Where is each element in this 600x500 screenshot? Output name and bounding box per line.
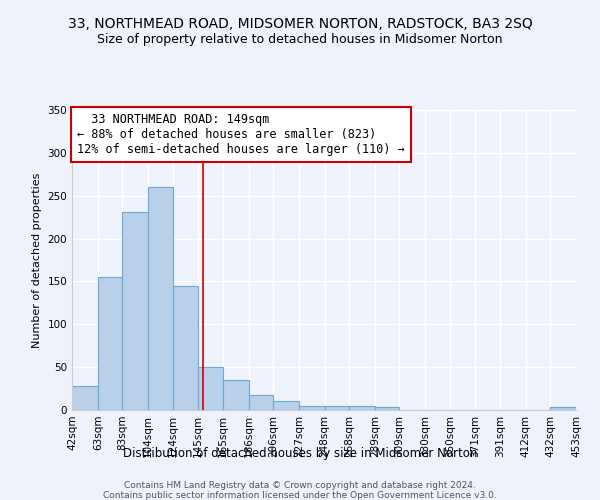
Text: Contains public sector information licensed under the Open Government Licence v3: Contains public sector information licen… <box>103 491 497 500</box>
Bar <box>550 408 576 410</box>
Bar <box>199 367 223 410</box>
Bar <box>122 212 148 410</box>
Bar <box>375 406 400 410</box>
Bar <box>248 394 273 410</box>
Text: 33 NORTHMEAD ROAD: 149sqm
← 88% of detached houses are smaller (823)
12% of semi: 33 NORTHMEAD ROAD: 149sqm ← 88% of detac… <box>77 113 405 156</box>
Y-axis label: Number of detached properties: Number of detached properties <box>32 172 42 348</box>
Bar <box>325 406 349 410</box>
Bar <box>299 406 325 410</box>
Text: Size of property relative to detached houses in Midsomer Norton: Size of property relative to detached ho… <box>97 32 503 46</box>
Bar <box>72 386 98 410</box>
Text: Contains HM Land Registry data © Crown copyright and database right 2024.: Contains HM Land Registry data © Crown c… <box>124 481 476 490</box>
Text: Distribution of detached houses by size in Midsomer Norton: Distribution of detached houses by size … <box>123 448 477 460</box>
Bar <box>148 187 173 410</box>
Bar <box>173 286 199 410</box>
Bar <box>223 380 248 410</box>
Bar <box>98 277 122 410</box>
Bar <box>349 406 375 410</box>
Text: 33, NORTHMEAD ROAD, MIDSOMER NORTON, RADSTOCK, BA3 2SQ: 33, NORTHMEAD ROAD, MIDSOMER NORTON, RAD… <box>68 18 532 32</box>
Bar <box>273 400 299 410</box>
